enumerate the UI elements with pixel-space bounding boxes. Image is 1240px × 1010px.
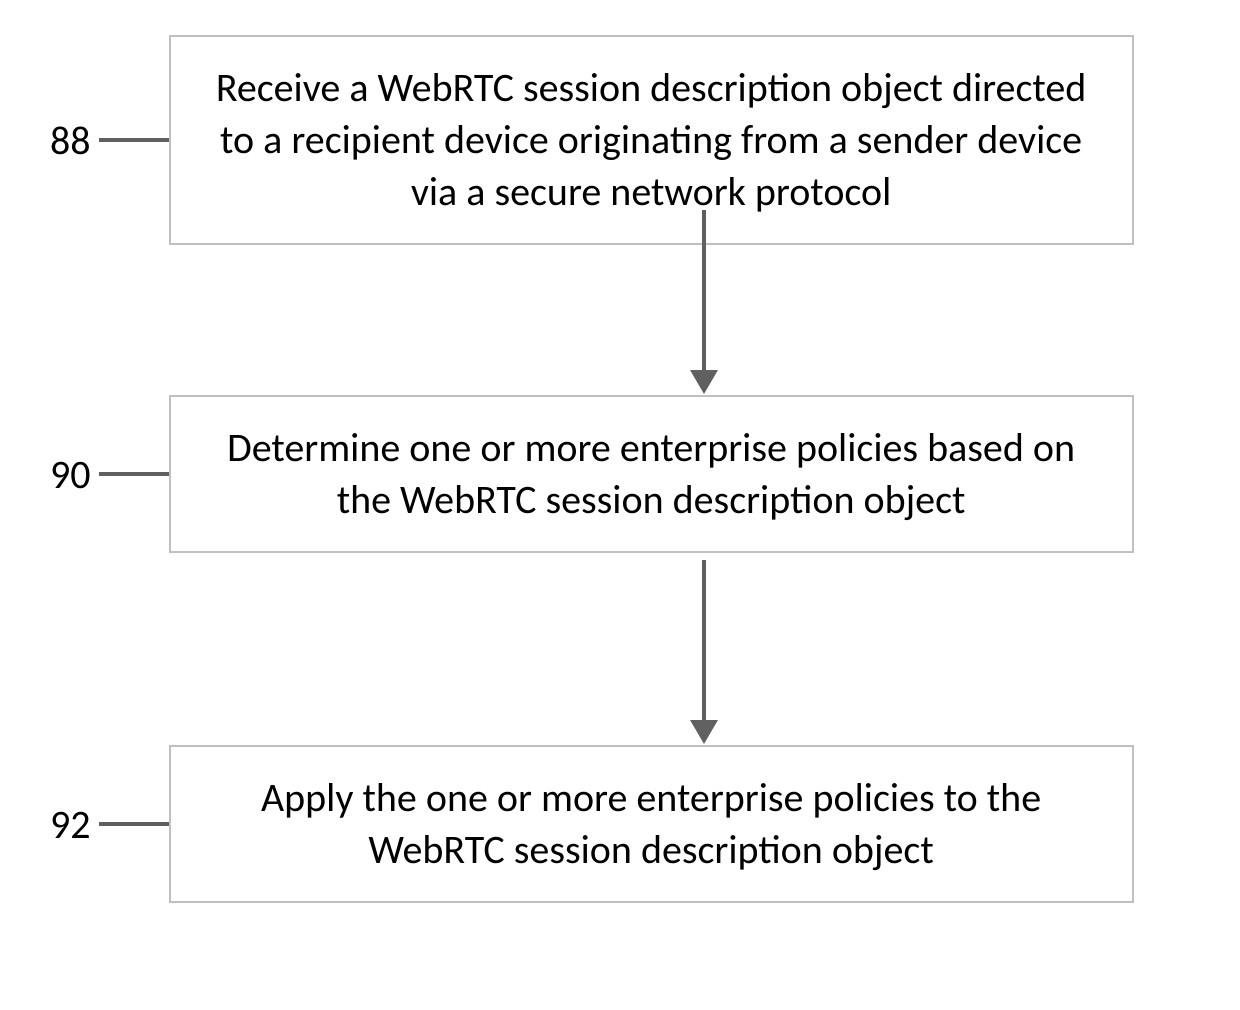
arrow-head-2	[690, 720, 718, 744]
flowchart-container: 88 Receive a WebRTC session description …	[0, 0, 1240, 1010]
flowchart-step-2: 90 Determine one or more enterprise poli…	[50, 395, 1134, 553]
flowchart-step-3: 92 Apply the one or more enterprise poli…	[50, 745, 1134, 903]
step-connector-3	[99, 822, 169, 826]
arrow-head-1	[690, 370, 718, 394]
step-connector-2	[99, 472, 169, 476]
step-box-3: Apply the one or more enterprise policie…	[169, 745, 1134, 903]
step-label-92: 92	[50, 800, 91, 849]
step-box-1: Receive a WebRTC session description obj…	[169, 35, 1134, 245]
step-label-88: 88	[50, 116, 91, 165]
arrow-line-1	[702, 210, 706, 370]
flowchart-arrow-2	[690, 560, 718, 744]
flowchart-step-1: 88 Receive a WebRTC session description …	[50, 35, 1134, 245]
step-connector-1	[99, 138, 169, 142]
arrow-line-2	[702, 560, 706, 720]
step-label-90: 90	[50, 450, 91, 499]
flowchart-arrow-1	[690, 210, 718, 394]
step-box-2: Determine one or more enterprise policie…	[169, 395, 1134, 553]
